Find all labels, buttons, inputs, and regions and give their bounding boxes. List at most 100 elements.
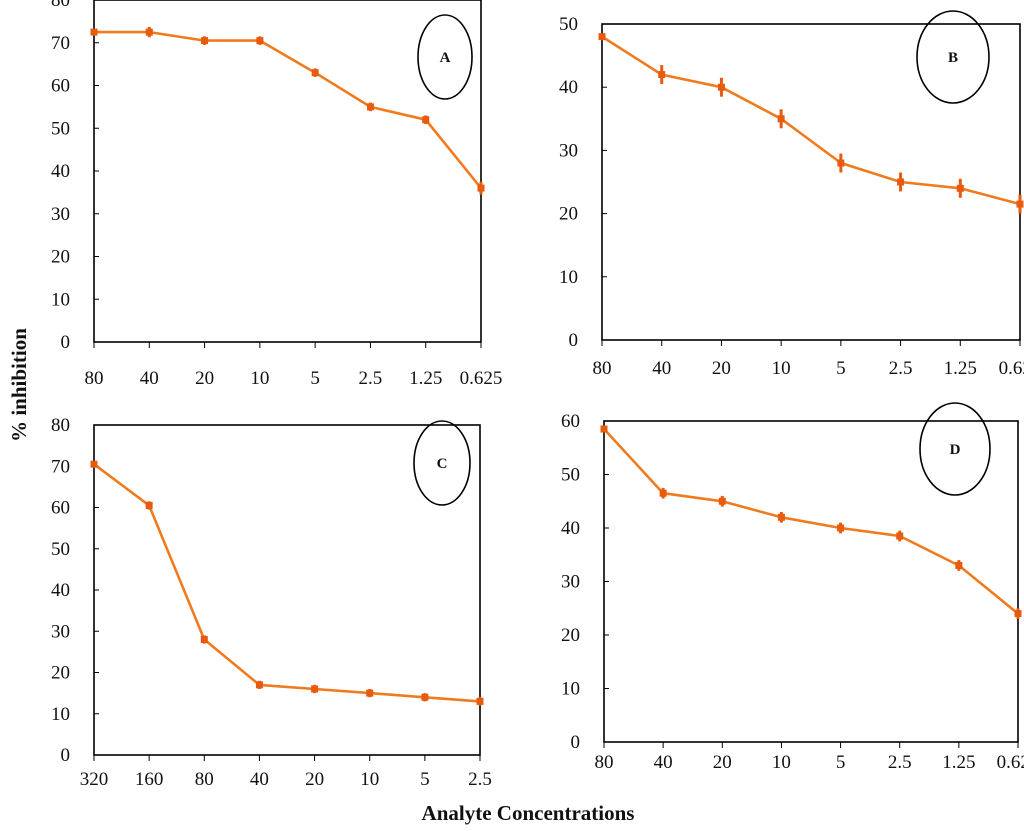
- x-tick-label: 80: [593, 358, 612, 379]
- y-tick-label: 0: [61, 332, 71, 353]
- y-tick-label: 40: [51, 580, 70, 601]
- data-point: [256, 681, 263, 688]
- x-tick-label: 40: [652, 358, 671, 379]
- x-tick-label: 10: [250, 368, 269, 389]
- y-tick-label: 20: [561, 625, 580, 646]
- data-point: [256, 37, 263, 44]
- x-tick-label: 40: [654, 752, 673, 773]
- x-tick-label: 2.5: [359, 368, 383, 389]
- data-point: [778, 514, 785, 521]
- chart-panel-d: 0 10 20 30 40 50 60 80 40 20 10 5 2.5 1.25 0.625 D: [561, 403, 1024, 773]
- data-point: [421, 694, 428, 701]
- data-point: [897, 179, 904, 186]
- series-line: [94, 464, 480, 701]
- x-tick-label: 2.5: [468, 769, 492, 790]
- chart-panel-a: 0 10 20 30 40 50 60 70 80 80 40 20 10 5 2.5 1.25 0.625 A: [51, 0, 502, 389]
- series-line: [94, 32, 481, 188]
- x-tick-label: 5: [420, 769, 430, 790]
- y-tick-label: 20: [559, 204, 578, 225]
- data-point: [91, 461, 98, 468]
- x-tick-label: 10: [772, 752, 791, 773]
- plot-frame: [94, 425, 480, 755]
- data-point: [601, 426, 608, 433]
- y-tick-label: 0: [61, 745, 71, 766]
- x-tick-label: 0.625: [997, 752, 1024, 773]
- panel-label: D: [950, 442, 961, 458]
- x-tick-label: 1.25: [942, 752, 975, 773]
- panel-label: C: [437, 456, 448, 472]
- y-tick-label: 80: [51, 0, 70, 11]
- data-point: [146, 502, 153, 509]
- x-tick-label: 20: [305, 769, 324, 790]
- data-point: [1017, 201, 1024, 208]
- x-tick-label: 80: [85, 368, 104, 389]
- y-tick-label: 40: [561, 518, 580, 539]
- y-tick-label: 20: [51, 247, 70, 268]
- data-point: [367, 103, 374, 110]
- data-point: [201, 636, 208, 643]
- y-tick-label: 50: [561, 465, 580, 486]
- x-tick-label: 160: [135, 769, 164, 790]
- x-axis-title: Analyte Concentrations: [422, 801, 635, 825]
- data-point: [955, 562, 962, 569]
- data-point: [837, 160, 844, 167]
- chart-panel-b: 010203040508040201052.51.250.625B: [559, 11, 1024, 379]
- y-tick-label: 30: [559, 140, 578, 161]
- data-point: [366, 690, 373, 697]
- x-tick-label: 5: [310, 368, 320, 389]
- data-point: [896, 533, 903, 540]
- y-tick-label: 0: [571, 732, 581, 753]
- y-tick-label: 70: [51, 33, 70, 54]
- y-tick-label: 30: [51, 204, 70, 225]
- data-point: [146, 29, 153, 36]
- chart-panel-c: 0 10 20 30 40 50 60 70 80 320 160 80 40 20 10 5 2.5 C: [51, 415, 492, 790]
- data-point: [1015, 610, 1022, 617]
- y-tick-label: 40: [51, 161, 70, 182]
- x-tick-label: 2.5: [888, 752, 912, 773]
- y-tick-label: 30: [561, 572, 580, 593]
- data-point: [477, 698, 484, 705]
- y-tick-label: 50: [51, 118, 70, 139]
- data-point: [778, 115, 785, 122]
- x-tick-label: 20: [195, 368, 214, 389]
- x-tick-label: 5: [836, 358, 846, 379]
- x-tick-label: 0.625: [999, 358, 1024, 379]
- data-point: [957, 185, 964, 192]
- data-point: [599, 33, 606, 40]
- y-tick-label: 60: [51, 498, 70, 519]
- x-tick-label: 5: [836, 752, 846, 773]
- y-tick-label: 80: [51, 415, 70, 436]
- y-tick-label: 10: [51, 704, 70, 725]
- data-point: [658, 71, 665, 78]
- x-tick-label: 40: [140, 368, 159, 389]
- data-point: [311, 686, 318, 693]
- y-tick-label: 30: [51, 621, 70, 642]
- data-point: [660, 490, 667, 497]
- x-tick-label: 20: [712, 358, 731, 379]
- y-tick-label: 40: [559, 77, 578, 98]
- y-tick-label: 20: [51, 663, 70, 684]
- panel-label: A: [440, 50, 451, 66]
- x-tick-label: 1.25: [409, 368, 442, 389]
- x-tick-label: 40: [250, 769, 269, 790]
- data-point: [312, 69, 319, 76]
- y-tick-label: 10: [561, 679, 580, 700]
- data-point: [422, 116, 429, 123]
- x-tick-label: 80: [595, 752, 614, 773]
- data-point: [91, 29, 98, 36]
- data-point: [719, 498, 726, 505]
- data-point: [201, 37, 208, 44]
- x-tick-label: 20: [713, 752, 732, 773]
- y-tick-label: 10: [51, 289, 70, 310]
- x-tick-label: 10: [772, 358, 791, 379]
- y-tick-label: 50: [51, 539, 70, 560]
- figure: % inhibition Analyte Concentrations 0102…: [0, 0, 1024, 831]
- x-tick-label: 80: [195, 769, 214, 790]
- x-tick-label: 2.5: [889, 358, 913, 379]
- y-tick-label: 10: [559, 267, 578, 288]
- data-point: [478, 185, 485, 192]
- x-tick-label: 10: [360, 769, 379, 790]
- x-tick-label: 0.625: [460, 368, 503, 389]
- y-tick-label: 60: [51, 76, 70, 97]
